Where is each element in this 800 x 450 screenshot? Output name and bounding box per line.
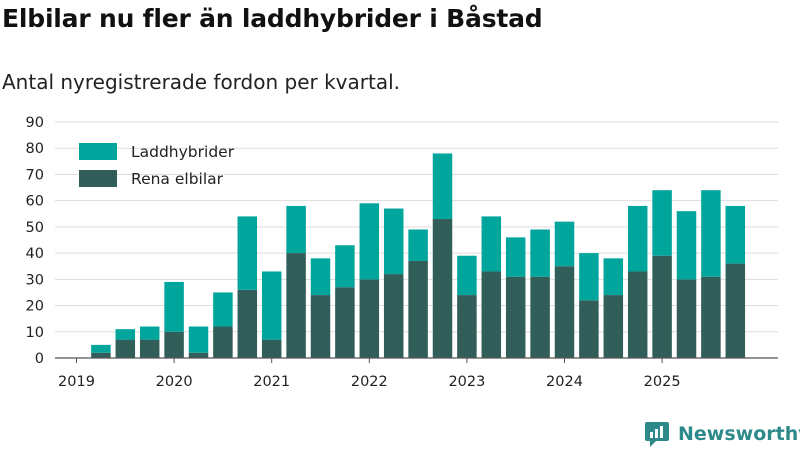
bar-laddhybrider: [457, 255, 477, 296]
bar-laddhybrider: [725, 205, 746, 264]
bar-rena-elbilar: [213, 326, 233, 358]
bar-laddhybrider: [286, 205, 306, 254]
bar-rena-elbilar: [481, 271, 502, 358]
bar-laddhybrider: [408, 229, 428, 261]
bar-rena-elbilar: [652, 255, 672, 358]
bar-laddhybrider: [432, 153, 453, 220]
x-axis-ticks: 2019 2020 2021 2022 2023 2024 2025: [58, 358, 681, 390]
y-tick-label: 10: [26, 325, 44, 341]
newsworthy-brand: Newsworthy: [644, 420, 800, 448]
bar-laddhybrider: [554, 221, 575, 267]
x-tick-label: 2020: [156, 374, 193, 390]
bar-rena-elbilar: [188, 352, 209, 358]
bar-laddhybrider: [310, 258, 331, 296]
bar-rena-elbilar: [432, 219, 453, 358]
bar-laddhybrider: [530, 229, 550, 277]
bar-rena-elbilar: [603, 295, 624, 358]
y-tick-label: 80: [26, 141, 44, 157]
y-tick-label: 40: [26, 246, 44, 262]
bar-rena-elbilar: [359, 279, 380, 358]
bar-laddhybrider: [701, 190, 721, 277]
bar-laddhybrider: [237, 216, 258, 290]
legend-label-laddhybrider: Laddhybrider: [131, 143, 235, 161]
chart-subtitle: Antal nyregistrerade fordon per kvartal.: [2, 70, 401, 94]
legend: Laddhybrider Rena elbilar: [79, 143, 235, 188]
bar-rena-elbilar: [627, 271, 648, 358]
y-tick-label: 70: [26, 167, 44, 183]
newsworthy-logo-icon: [645, 422, 669, 447]
bar-rena-elbilar: [554, 266, 575, 358]
bar-laddhybrider: [505, 237, 526, 277]
bar-laddhybrider: [481, 216, 502, 272]
bar-rena-elbilar: [530, 276, 550, 358]
bar-rena-elbilar: [383, 274, 404, 358]
bar-laddhybrider: [164, 281, 184, 332]
bars: [91, 153, 746, 358]
x-tick-label: 2021: [253, 374, 290, 390]
legend-swatch-laddhybrider: [79, 143, 117, 160]
bar-rena-elbilar: [164, 331, 184, 358]
x-tick-label: 2025: [644, 374, 681, 390]
bar-rena-elbilar: [335, 287, 355, 358]
bar-rena-elbilar: [457, 295, 477, 358]
bar-rena-elbilar: [408, 260, 428, 358]
bar-rena-elbilar: [286, 253, 306, 358]
legend-label-rena-elbilar: Rena elbilar: [131, 170, 224, 188]
bar-rena-elbilar: [310, 295, 331, 358]
y-axis-ticks: 0 10 20 30 40 50 60 70 80 90: [26, 115, 44, 367]
y-tick-label: 50: [26, 220, 44, 236]
bar-rena-elbilar: [237, 289, 258, 358]
bar-laddhybrider: [335, 245, 355, 288]
y-tick-label: 60: [26, 194, 44, 210]
bar-laddhybrider: [91, 344, 111, 353]
y-tick-label: 0: [35, 351, 44, 367]
bar-laddhybrider: [213, 292, 233, 327]
y-tick-label: 90: [26, 115, 44, 131]
bar-rena-elbilar: [701, 276, 721, 358]
x-tick-label: 2024: [546, 374, 583, 390]
bar-rena-elbilar: [725, 263, 746, 358]
x-tick-label: 2022: [351, 374, 388, 390]
bar-rena-elbilar: [505, 276, 526, 358]
bar-laddhybrider: [603, 258, 624, 296]
legend-swatch-rena-elbilar: [79, 170, 117, 187]
bar-laddhybrider: [115, 329, 136, 340]
bar-rena-elbilar: [91, 352, 111, 358]
chart-title: Elbilar nu fler än laddhybrider i Båstad: [2, 4, 543, 33]
bar-laddhybrider: [652, 190, 672, 256]
bar-rena-elbilar: [579, 300, 599, 358]
bar-laddhybrider: [627, 205, 648, 272]
bar-laddhybrider: [359, 203, 380, 280]
bar-rena-elbilar: [139, 339, 160, 358]
bar-laddhybrider: [139, 326, 160, 340]
stacked-bar-chart: 0 10 20 30 40 50 60 70 80 90 2019 2020 2021 2022 2023…: [26, 115, 778, 390]
newsworthy-brand-name: Newsworthy: [678, 423, 800, 445]
bar-rena-elbilar: [115, 339, 136, 358]
bar-rena-elbilar: [676, 279, 697, 358]
bar-rena-elbilar: [261, 339, 282, 358]
y-tick-label: 30: [26, 272, 44, 288]
y-tick-label: 20: [26, 299, 44, 315]
x-tick-label: 2023: [448, 374, 485, 390]
bar-laddhybrider: [383, 208, 404, 275]
bar-laddhybrider: [188, 326, 209, 353]
bar-laddhybrider: [579, 253, 599, 301]
bar-laddhybrider: [261, 271, 282, 340]
bar-laddhybrider: [676, 211, 697, 280]
x-tick-label: 2019: [58, 374, 95, 390]
